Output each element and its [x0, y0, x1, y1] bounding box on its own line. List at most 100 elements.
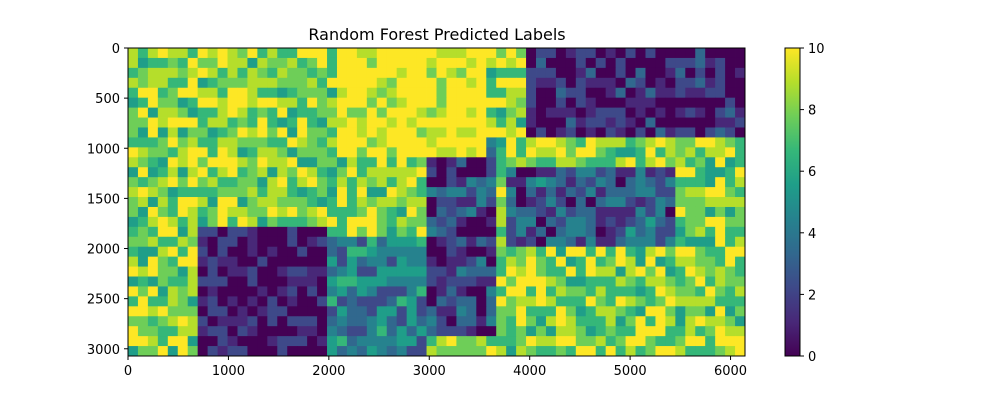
heatmap-cell — [486, 177, 497, 188]
heatmap-cell — [177, 197, 189, 208]
heatmap-cell — [526, 306, 537, 317]
heatmap-cell — [685, 117, 696, 128]
heatmap-cell — [595, 286, 607, 297]
heatmap-cell — [197, 236, 209, 248]
heatmap-cell — [137, 77, 149, 89]
heatmap-cell — [157, 206, 169, 218]
heatmap-cell — [476, 48, 487, 59]
heatmap-cell — [137, 137, 149, 148]
heatmap-cell — [665, 117, 676, 128]
heatmap-cell — [416, 236, 427, 248]
heatmap-cell — [516, 177, 527, 188]
heatmap-cell — [695, 157, 706, 168]
heatmap-cell — [625, 316, 636, 327]
heatmap-cell — [167, 48, 179, 59]
heatmap-cell — [257, 77, 268, 89]
heatmap-cell — [177, 187, 189, 198]
heatmap-cell — [506, 48, 517, 59]
heatmap-cell — [277, 206, 288, 218]
heatmap-cell — [526, 316, 537, 327]
heatmap-cell — [665, 167, 676, 178]
heatmap-cell — [555, 77, 567, 89]
heatmap-cell — [506, 266, 517, 277]
heatmap-cell — [207, 127, 218, 138]
heatmap-cell — [267, 316, 278, 327]
heatmap-cell — [237, 147, 248, 158]
heatmap-cell — [396, 127, 408, 138]
heatmap-cell — [277, 326, 288, 337]
heatmap-cell — [555, 346, 567, 357]
heatmap-cell — [257, 256, 268, 267]
heatmap-cell — [715, 157, 726, 168]
heatmap-cell — [207, 246, 218, 258]
heatmap-cell — [406, 137, 417, 148]
heatmap-cell — [207, 226, 218, 238]
heatmap-cell — [585, 48, 597, 59]
heatmap-cell — [327, 246, 338, 258]
heatmap-cell — [456, 167, 467, 178]
heatmap-cell — [167, 216, 179, 228]
heatmap-cell — [655, 286, 666, 297]
heatmap-cell — [386, 87, 398, 99]
heatmap-cell — [426, 276, 437, 287]
heatmap-cell — [555, 226, 567, 238]
heatmap-cell — [217, 187, 228, 198]
heatmap-cell — [735, 326, 746, 337]
heatmap-cell — [436, 147, 447, 158]
heatmap-cell — [516, 346, 527, 357]
heatmap-cell — [466, 107, 477, 118]
heatmap-cell — [466, 316, 477, 327]
heatmap-cell — [376, 316, 388, 327]
heatmap-cell — [157, 87, 169, 99]
heatmap-cell — [416, 187, 427, 198]
heatmap-cell — [595, 97, 607, 109]
heatmap-cell — [625, 157, 636, 168]
heatmap-cell — [625, 266, 636, 277]
heatmap-cell — [128, 127, 139, 138]
heatmap-cell — [396, 77, 408, 89]
heatmap-cell — [675, 147, 686, 158]
heatmap-cell — [715, 336, 726, 347]
heatmap-cell — [545, 306, 557, 317]
heatmap-cell — [635, 346, 646, 357]
heatmap-cell — [536, 117, 547, 128]
heatmap-cell — [177, 326, 189, 337]
heatmap-cell — [426, 206, 437, 218]
heatmap-cell — [346, 57, 358, 69]
heatmap-cell — [307, 147, 318, 158]
heatmap-cell — [207, 167, 218, 178]
heatmap-cell — [675, 226, 686, 238]
heatmap-cell — [665, 316, 676, 327]
heatmap-cell — [555, 216, 567, 228]
heatmap-cell — [356, 107, 368, 118]
heatmap-cell — [247, 316, 258, 327]
heatmap-cell — [536, 67, 547, 79]
heatmap-cell — [396, 246, 408, 258]
heatmap-cell — [595, 346, 607, 357]
heatmap-cell — [287, 177, 298, 188]
heatmap-cell — [715, 127, 726, 138]
heatmap-cell — [725, 127, 736, 138]
heatmap-cell — [356, 236, 368, 248]
heatmap-cell — [157, 226, 169, 238]
heatmap-cell — [327, 306, 338, 317]
heatmap-cell — [675, 87, 686, 99]
heatmap-cell — [396, 226, 408, 238]
heatmap-cell — [675, 346, 686, 357]
heatmap-cell — [496, 167, 507, 178]
heatmap-cell — [197, 206, 209, 218]
heatmap-cell — [555, 326, 567, 337]
heatmap-cell — [645, 48, 656, 59]
heatmap-cell — [287, 346, 298, 357]
heatmap-cell — [655, 197, 666, 208]
heatmap-cell — [536, 127, 547, 138]
heatmap-cell — [137, 346, 149, 357]
heatmap-cell — [416, 127, 427, 138]
heatmap-cell — [307, 236, 318, 248]
heatmap-cell — [297, 226, 308, 238]
heatmap-cell — [615, 197, 626, 208]
heatmap-cell — [227, 167, 238, 178]
heatmap-cell — [476, 216, 487, 228]
